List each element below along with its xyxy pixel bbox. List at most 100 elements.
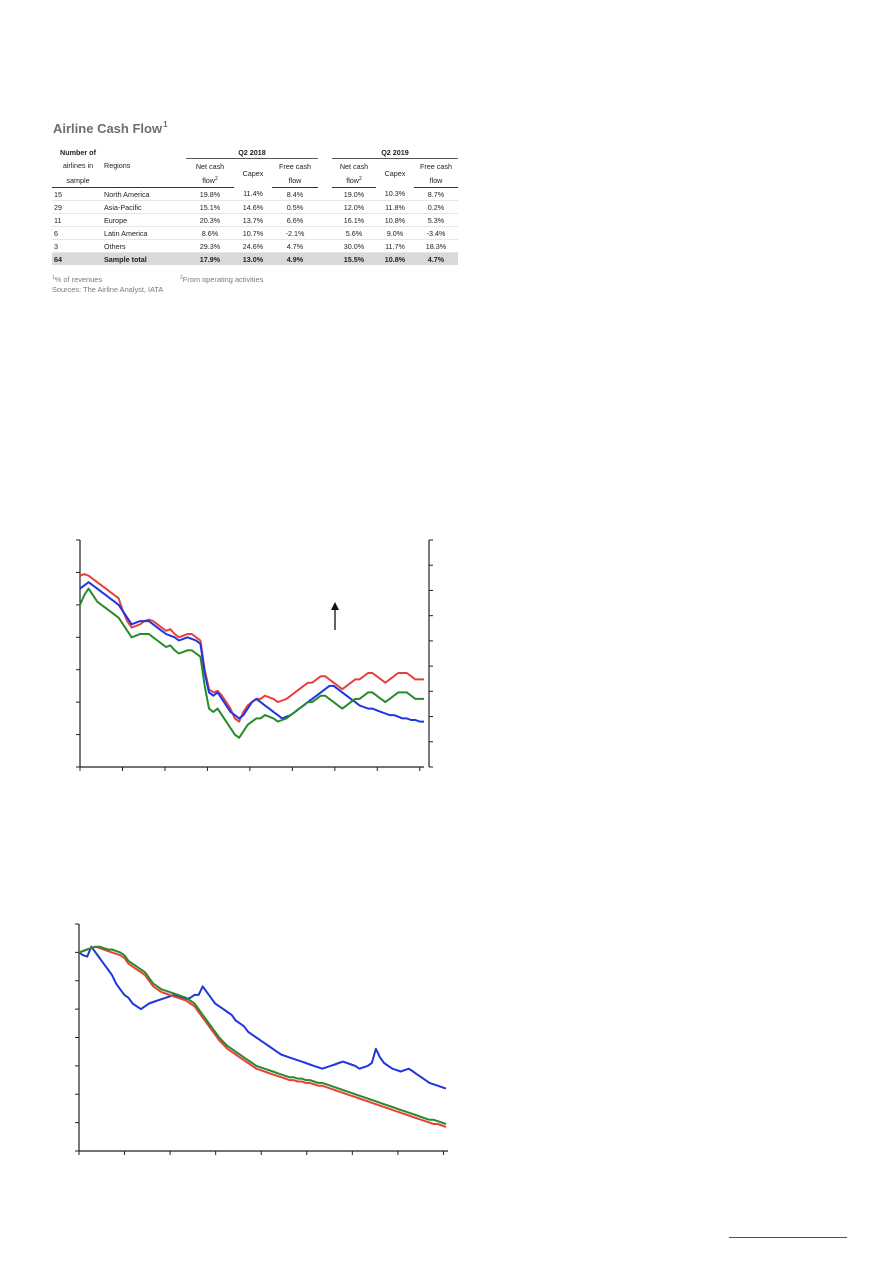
footnote-2-sup: 2 [180,275,183,281]
cell-fcf-2019: 18.3% [414,239,458,253]
cell-capex-2019: 10.8% [376,213,414,227]
sources-note: Sources: The Airline Analyst, IATA [52,285,164,294]
cell-fcf-2018: 0.5% [272,200,318,214]
cell-fcf-2018: -2.1% [272,226,318,240]
footnote-2: 2From operating activities [180,273,263,285]
series-line-2 [78,945,447,1128]
table-title-text: Airline Cash Flow [53,121,163,136]
series-line-1 [78,945,447,1090]
header-free-cash-2018-line2: flow [272,173,318,188]
cell-capex-2019: 9.0% [376,226,414,240]
header-capex-2018: Capex [242,168,264,178]
table-header-sub-row-1: airlines in Regions Net cash Capex Free … [52,159,458,178]
chart-2 [75,923,448,1155]
cell-region: Asia-Pacific [104,200,186,214]
header-number-line2: airlines in [62,161,94,171]
table-title-superscript: 1 [163,120,168,129]
header-net-cash-2018-line2: flow2 [186,173,234,188]
cell-capex-2018: 24.6% [234,239,272,253]
cell-fcf-2019: 8.7% [414,187,458,201]
cell-ncf-2019: 30.0% [332,239,376,253]
cell-airlines-total: 64 [52,252,104,265]
footnote-2-text: From operating activities [182,275,264,284]
series-line-2 [79,581,424,723]
cell-capex-2018: 13.7% [234,213,272,227]
cell-region: Others [104,239,186,253]
header-free-cash-2018-line1: Free cash [279,161,311,171]
cell-airlines: 6 [52,226,104,240]
header-number-line3: sample [52,173,104,188]
cell-region-total: Sample total [104,252,186,265]
table-row: 3 Others 29.3% 24.6% 4.7% 30.0% 11.7% 18… [52,239,458,253]
series-line-3 [78,945,447,1125]
chart-1 [76,539,433,771]
table-row: 29 Asia-Pacific 15.1% 14.6% 0.5% 12.0% 1… [52,200,458,214]
net-cash-2019-flow-text: flow [346,175,359,185]
table-row: 11 Europe 20.3% 13.7% 6.6% 16.1% 10.8% 5… [52,213,458,227]
header-q2-2019: Q2 2019 [332,146,458,159]
table-row: 6 Latin America 8.6% 10.7% -2.1% 5.6% 9.… [52,226,458,240]
cell-fcf-2018: 8.4% [272,187,318,201]
header-free-cash-2019-line2: flow [414,173,458,188]
cell-capex-2019: 10.3% [376,187,414,201]
cell-ncf-2019: 16.1% [332,213,376,227]
cell-fcf-2019: 5.3% [414,213,458,227]
header-q2-2018: Q2 2018 [186,146,318,159]
header-net-cash-2018-line1: Net cash [195,161,225,171]
cell-capex-2019: 11.7% [376,239,414,253]
cell-fcf-2019: 0.2% [414,200,458,214]
header-regions: Regions [104,161,131,171]
cell-ncf-2018: 19.8% [186,187,234,201]
table-row: 15 North America 19.8% 11.4% 8.4% 19.0% … [52,187,458,201]
table-header-sub-row-2: sample flow2 flow flow2 flow [52,173,458,188]
cell-region: Latin America [104,226,186,240]
footnote-1: 1% of revenues [52,273,180,285]
cell-capex-2019: 11.8% [376,200,414,214]
cell-ncf-2019: 19.0% [332,187,376,201]
cell-ncf-2019-total: 15.5% [332,252,376,265]
table-header-group-row: Number of Q2 2018 Q2 2019 [52,146,458,159]
cell-fcf-2018: 6.6% [272,213,318,227]
table-title: Airline Cash Flow1 [53,120,458,136]
cell-ncf-2019: 12.0% [332,200,376,214]
header-capex-2019: Capex [384,168,406,178]
cell-ncf-2018: 8.6% [186,226,234,240]
cell-airlines: 29 [52,200,104,214]
net-cash-2018-flow-text: flow [202,175,215,185]
header-free-cash-2019-line1: Free cash [420,161,452,171]
header-net-cash-2019-line2: flow2 [332,173,376,188]
cell-fcf-2018: 4.7% [272,239,318,253]
cell-airlines: 11 [52,213,104,227]
cell-region: Europe [104,213,186,227]
up-arrow-head [331,602,339,610]
cell-airlines: 3 [52,239,104,253]
cash-flow-table: Number of Q2 2018 Q2 2019 airlines in Re… [52,146,458,265]
cell-ncf-2018: 29.3% [186,239,234,253]
cell-ncf-2018: 15.1% [186,200,234,214]
footnotes-row: 1% of revenues 2From operating activities [52,273,458,285]
cell-ncf-2018-total: 17.9% [186,252,234,265]
cell-capex-2018: 11.4% [234,187,272,201]
cell-capex-2018: 10.7% [234,226,272,240]
cell-airlines: 15 [52,187,104,201]
header-number-line1: Number of [60,147,96,157]
table-row-total: 64 Sample total 17.9% 13.0% 4.9% 15.5% 1… [52,252,458,265]
footer-link-underline[interactable] [729,1237,847,1238]
cell-capex-2019-total: 10.8% [376,252,414,265]
cell-ncf-2019: 5.6% [332,226,376,240]
net-cash-2018-sup: 2 [215,175,218,182]
cell-region: North America [104,187,186,201]
cell-fcf-2019-total: 4.7% [414,252,458,265]
table-notes: 1% of revenues 2From operating activities… [52,273,458,295]
cell-ncf-2018: 20.3% [186,213,234,227]
footnote-1-sup: 1 [52,275,55,281]
header-net-cash-2019-line1: Net cash [339,161,369,171]
cell-fcf-2018-total: 4.9% [272,252,318,265]
footnote-1-text: % of revenues [54,275,103,284]
series-line-3 [79,587,424,739]
cell-capex-2018: 14.6% [234,200,272,214]
airline-cash-flow-table-block: Airline Cash Flow1 Number of Q2 2018 Q2 … [52,120,458,295]
cell-capex-2018-total: 13.0% [234,252,272,265]
cell-fcf-2019: -3.4% [414,226,458,240]
net-cash-2019-sup: 2 [359,175,362,182]
